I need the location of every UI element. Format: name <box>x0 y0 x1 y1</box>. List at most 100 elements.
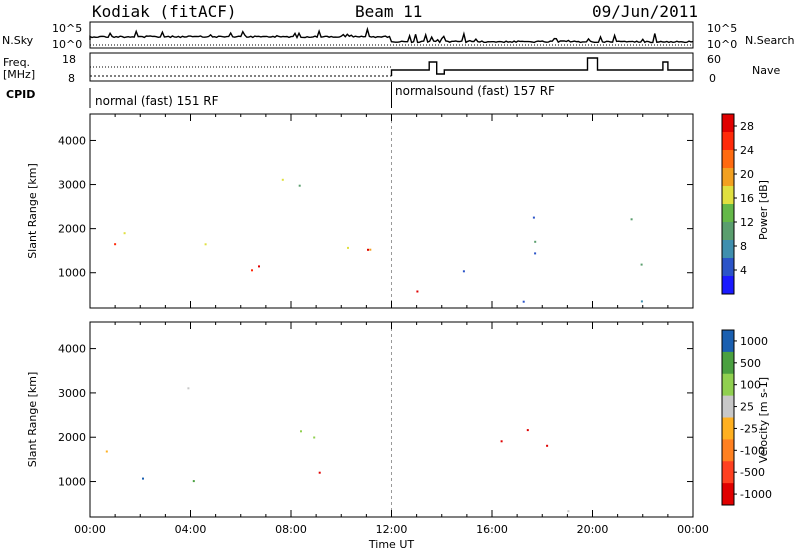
colorbar-tick-label: 20 <box>740 168 754 181</box>
colorbar-swatch <box>722 330 734 353</box>
colorbar-tick-label: -500 <box>740 466 765 479</box>
colorbar-swatch <box>722 483 734 506</box>
colorbar-swatch <box>722 132 734 151</box>
colorbar-swatch <box>722 373 734 397</box>
y-tick-label: 1000 <box>58 476 86 489</box>
nave-axis-top: 60 <box>707 53 721 66</box>
x-tick-label: 00:00 <box>677 523 709 536</box>
power_panel-region-3 <box>416 290 419 293</box>
scatter-cell <box>192 480 195 483</box>
scatter-cell <box>281 178 284 181</box>
colorbar-tick-label: 25 <box>740 401 754 414</box>
scatter-cell <box>534 252 537 255</box>
y-tick-label: 3000 <box>58 387 86 400</box>
power_panel-region-7 <box>532 216 633 243</box>
n-sky-label: N.Sky <box>2 34 34 47</box>
x-tick-label: 08:00 <box>275 523 307 536</box>
velocity_panel-region-6 <box>187 387 190 390</box>
colorbar-tick-label: -100 <box>740 444 765 457</box>
x-axis-label: Time UT <box>368 538 414 551</box>
x-tick-label: 12:00 <box>376 523 408 536</box>
colorbar-tick-label: 12 <box>740 216 754 229</box>
cpid-segment-1: normal (fast) 151 RF <box>95 94 219 108</box>
scatter-cell <box>369 248 372 251</box>
y-tick-label: 4000 <box>58 134 86 147</box>
colorbar-swatch <box>722 186 734 205</box>
scatter-cell <box>532 216 535 219</box>
n-search-label: N.Search <box>745 34 795 47</box>
colorbar-swatch <box>722 240 734 259</box>
noise-axis-top: 10^5 <box>52 22 83 35</box>
scatter-cell <box>298 184 301 187</box>
colorbar-tick-label: 1000 <box>740 335 768 348</box>
noise-sky-trace <box>89 26 694 44</box>
x-tick-label: 04:00 <box>175 523 207 536</box>
beam-label: Beam 11 <box>355 2 423 21</box>
colorbar-swatch <box>722 395 734 418</box>
scatter-cell <box>347 246 349 249</box>
colorbar-swatch <box>722 351 734 375</box>
date-label: 09/Jun/2011 <box>592 2 698 21</box>
x-tick-label: 16:00 <box>476 523 508 536</box>
colorbar-tick-label: 500 <box>740 357 761 370</box>
power_panel-region-8 <box>522 300 643 303</box>
noise-axis-top-right: 10^5 <box>707 22 738 35</box>
colorbar-swatch <box>722 204 734 223</box>
scatter-cell <box>500 440 503 443</box>
scatter-cell <box>258 265 260 268</box>
scatter-cell <box>630 218 633 221</box>
power_panel-region-6 <box>462 252 643 273</box>
power_panel-region-2 <box>114 243 117 246</box>
colorbar-tick-label: 8 <box>740 240 747 253</box>
colorbar-swatch <box>722 461 734 484</box>
power_panel-region-1 <box>251 248 369 272</box>
velocity_panel-region-0 <box>105 430 316 453</box>
scatter-cell <box>105 450 108 453</box>
colorbar-tick-label: 16 <box>740 192 754 205</box>
colorbar-frame <box>721 329 735 506</box>
colorbar-tick-label: 28 <box>740 120 754 133</box>
cpid-segment-2: normalsound (fast) 157 RF <box>395 84 555 98</box>
power_panel-region-0 <box>123 232 372 251</box>
colorbar-swatch <box>722 258 734 277</box>
y-tick-label: 1000 <box>58 267 86 280</box>
x-tick-label: 20:00 <box>577 523 609 536</box>
colorbar-swatch <box>722 439 734 462</box>
scatter-cell <box>526 429 529 432</box>
scatter-cell <box>114 243 117 246</box>
y-tick-label: 3000 <box>58 179 86 192</box>
scatter-cell <box>187 387 190 390</box>
scatter-cell <box>522 300 525 303</box>
colorbar-swatch <box>722 168 734 187</box>
colorbar-swatch <box>722 114 734 133</box>
y-axis-label: Slant Range [km] <box>26 163 39 259</box>
cpid-label: CPID <box>6 88 36 101</box>
scatter-cell <box>416 290 419 293</box>
freq-step-trace <box>390 57 693 76</box>
scatter-cell <box>546 444 549 447</box>
y-axis-label: Slant Range [km] <box>26 372 39 468</box>
colorbar-swatch <box>722 276 734 295</box>
noise-axis-bottom: 10^0 <box>52 38 83 51</box>
freq-unit-label: [MHz] <box>3 68 36 81</box>
scatter-cell <box>123 232 126 235</box>
velocity_panel-region-4 <box>500 429 549 447</box>
colorbar-tick-label: -25 <box>740 422 758 435</box>
scatter-cell <box>640 263 643 266</box>
colorbar-swatch <box>722 150 734 169</box>
y-tick-label: 4000 <box>58 343 86 356</box>
velocity_panel-region-1 <box>142 477 195 483</box>
noise-panel-frame <box>89 21 694 49</box>
y-tick-label: 2000 <box>58 431 86 444</box>
scatter-cell <box>313 436 316 439</box>
station-title: Kodiak (fitACF) <box>92 2 237 21</box>
freq-label: Freq. <box>3 56 31 69</box>
nave-label: Nave <box>752 64 781 77</box>
scatter-cell <box>251 269 253 272</box>
scatter-cell <box>567 510 570 513</box>
scatter-cell <box>640 300 643 303</box>
freq-axis-top: 18 <box>62 53 76 66</box>
scatter-cell <box>318 471 321 474</box>
y-tick-label: 2000 <box>58 223 86 236</box>
